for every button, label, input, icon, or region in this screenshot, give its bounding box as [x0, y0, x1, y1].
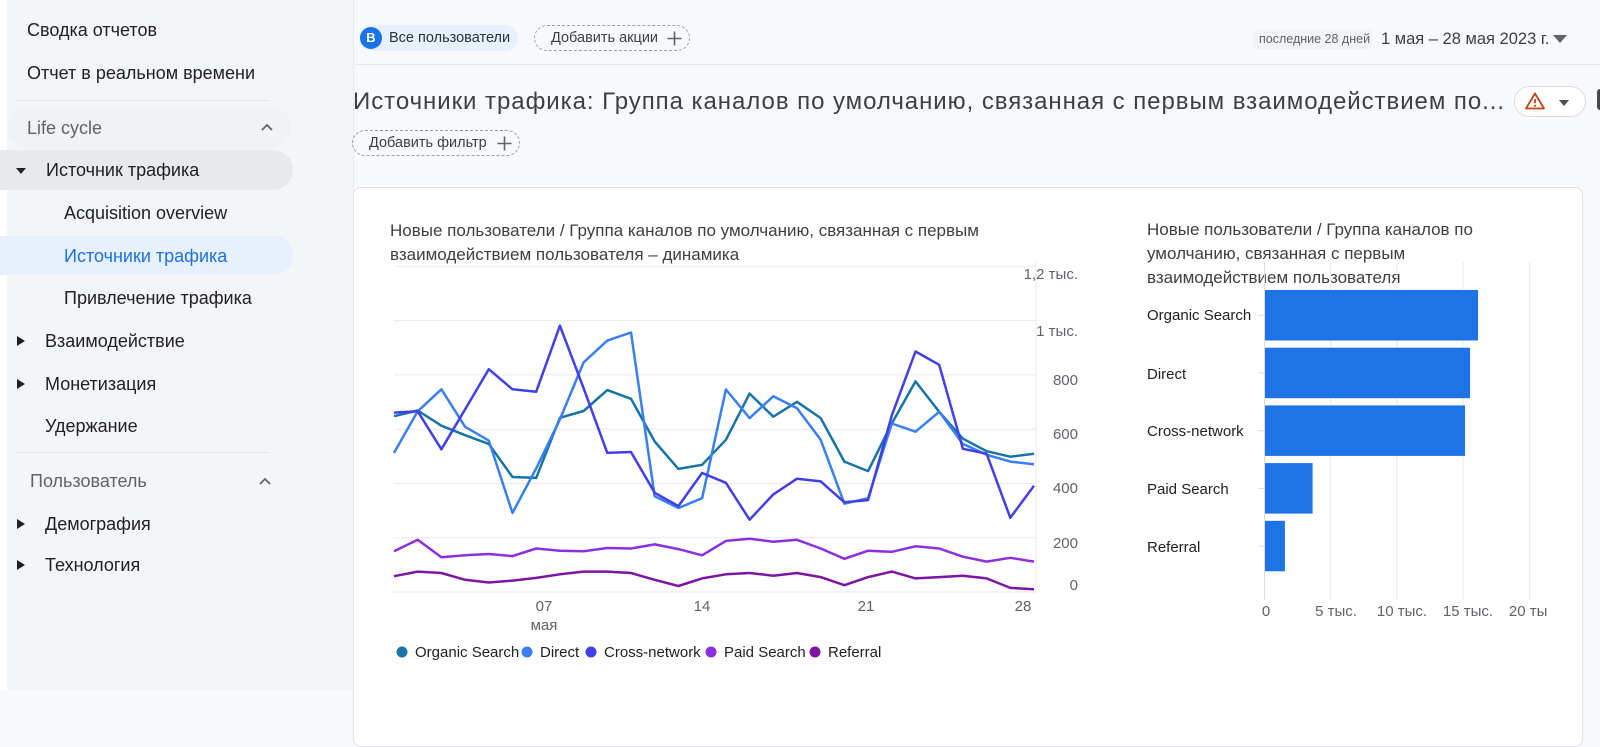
svg-text:800: 800	[1053, 372, 1078, 389]
svg-text:Referral: Referral	[1147, 539, 1200, 556]
svg-text:20 тыс.: 20 тыс.	[1509, 603, 1559, 620]
svg-text:5 тыс.: 5 тыс.	[1315, 603, 1357, 620]
svg-text:200: 200	[1053, 535, 1078, 552]
svg-text:1,2 тыс.: 1,2 тыс.	[1024, 266, 1078, 283]
svg-text:Paid Search: Paid Search	[1147, 481, 1229, 498]
svg-text:Direct: Direct	[540, 644, 580, 661]
svg-text:Paid Search: Paid Search	[724, 644, 806, 661]
svg-text:Cross-network: Cross-network	[604, 644, 701, 661]
svg-text:0: 0	[1262, 603, 1270, 620]
svg-text:21: 21	[858, 598, 875, 615]
svg-text:07: 07	[536, 598, 553, 615]
svg-text:Cross-network: Cross-network	[1147, 423, 1244, 440]
svg-text:28: 28	[1015, 598, 1032, 615]
svg-text:мая: мая	[531, 617, 558, 634]
svg-text:Organic Search: Organic Search	[415, 644, 519, 661]
svg-text:1 тыс.: 1 тыс.	[1036, 323, 1078, 340]
svg-text:14: 14	[694, 598, 711, 615]
svg-text:15 тыс.: 15 тыс.	[1443, 603, 1493, 620]
svg-text:600: 600	[1053, 426, 1078, 443]
svg-text:0: 0	[1070, 577, 1078, 594]
svg-text:10 тыс.: 10 тыс.	[1377, 603, 1427, 620]
svg-text:Organic Search: Organic Search	[1147, 307, 1251, 324]
svg-text:400: 400	[1053, 480, 1078, 497]
svg-text:Referral: Referral	[828, 644, 881, 661]
svg-text:Direct: Direct	[1147, 366, 1187, 383]
